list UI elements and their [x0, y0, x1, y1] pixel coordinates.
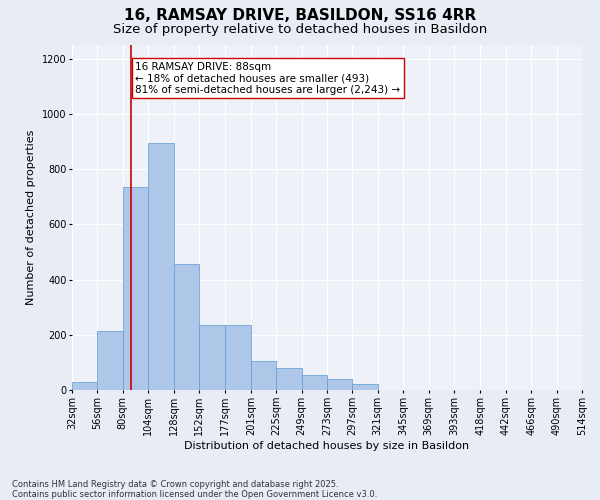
Bar [123, 187, 148, 390]
Bar [226, 325, 251, 390]
Bar [199, 325, 226, 390]
Bar [276, 368, 302, 390]
Bar [352, 384, 378, 390]
Text: Contains HM Land Registry data © Crown copyright and database right 2025.
Contai: Contains HM Land Registry data © Crown c… [12, 480, 377, 499]
Bar [302, 375, 327, 390]
Text: 16, RAMSAY DRIVE, BASILDON, SS16 4RR: 16, RAMSAY DRIVE, BASILDON, SS16 4RR [124, 8, 476, 22]
Bar [148, 143, 173, 390]
Bar [251, 361, 276, 390]
Bar [327, 379, 352, 390]
Bar [173, 264, 199, 390]
Y-axis label: Number of detached properties: Number of detached properties [26, 130, 36, 305]
X-axis label: Distribution of detached houses by size in Basildon: Distribution of detached houses by size … [184, 440, 470, 450]
Text: Size of property relative to detached houses in Basildon: Size of property relative to detached ho… [113, 22, 487, 36]
Bar [72, 382, 97, 390]
Text: 16 RAMSAY DRIVE: 88sqm
← 18% of detached houses are smaller (493)
81% of semi-de: 16 RAMSAY DRIVE: 88sqm ← 18% of detached… [136, 62, 401, 95]
Bar [97, 330, 123, 390]
